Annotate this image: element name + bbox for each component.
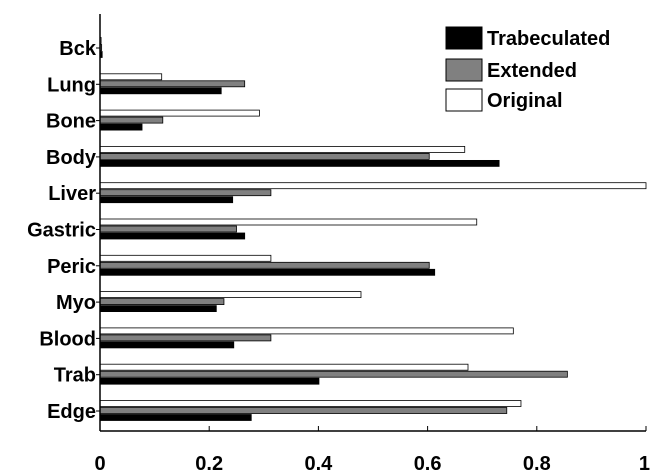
bar-extended-peric bbox=[99, 261, 430, 269]
bar-original-peric bbox=[99, 254, 272, 262]
bar-trabeculated-liver bbox=[99, 196, 234, 204]
x-tick-label-3: 0.6 bbox=[414, 453, 442, 475]
category-label-blood: Blood bbox=[39, 328, 96, 350]
category-label-bone: Bone bbox=[46, 111, 96, 133]
bar-original-myo bbox=[99, 291, 362, 299]
category-label-trab: Trab bbox=[54, 365, 96, 387]
category-label-lung: Lung bbox=[47, 74, 96, 96]
bar-extended-blood bbox=[99, 334, 272, 342]
legend-swatch-extended bbox=[445, 58, 483, 82]
bar-original-liver bbox=[99, 182, 647, 190]
legend-swatch-trabeculated bbox=[445, 26, 483, 50]
x-tick-label-4: 0.8 bbox=[523, 453, 551, 475]
legend-label-trabeculated: Trabeculated bbox=[487, 28, 610, 50]
legend-swatch-original bbox=[445, 88, 483, 112]
category-label-body: Body bbox=[46, 147, 97, 169]
category-label-myo: Myo bbox=[56, 292, 96, 314]
legend-label-original: Original bbox=[487, 90, 563, 112]
bar-original-body bbox=[99, 145, 466, 153]
bar-trabeculated-edge bbox=[99, 414, 252, 421]
x-tick-label-2: 0.4 bbox=[304, 453, 333, 475]
bar-trabeculated-peric bbox=[99, 268, 436, 276]
bar-extended-trab bbox=[99, 370, 568, 378]
x-tick-label-1: 0.2 bbox=[195, 453, 223, 475]
bar-original-bone bbox=[99, 109, 260, 117]
bar-extended-liver bbox=[99, 189, 272, 197]
category-label-gastric: Gastric bbox=[27, 220, 96, 242]
bar-original-gastric bbox=[99, 218, 478, 226]
bar-original-blood bbox=[99, 327, 514, 335]
bar-extended-gastric bbox=[99, 225, 237, 233]
category-label-liver: Liver bbox=[48, 183, 96, 205]
bar-extended-bone bbox=[99, 116, 164, 124]
bar-extended-lung bbox=[99, 80, 246, 88]
category-label-peric: Peric bbox=[47, 256, 96, 278]
bar-original-trab bbox=[99, 363, 469, 371]
bar-trabeculated-gastric bbox=[99, 232, 246, 240]
bar-trabeculated-lung bbox=[99, 87, 222, 95]
bar-extended-edge bbox=[99, 407, 508, 414]
bar-trabeculated-blood bbox=[99, 341, 235, 349]
category-label-edge: Edge bbox=[47, 401, 96, 423]
bar-extended-myo bbox=[99, 298, 225, 306]
bar-extended-body bbox=[99, 152, 430, 160]
legend-label-extended: Extended bbox=[487, 60, 577, 82]
bar-original-lung bbox=[99, 73, 163, 81]
x-tick-label-5: 1 bbox=[639, 453, 650, 475]
bar-trabeculated-myo bbox=[99, 305, 217, 313]
bar-original-edge bbox=[99, 400, 522, 407]
x-tick-label-0: 0 bbox=[94, 453, 105, 475]
category-label-bck: Bck bbox=[59, 38, 97, 60]
bar-trabeculated-body bbox=[99, 159, 500, 167]
bar-trabeculated-bone bbox=[99, 123, 143, 131]
bar-trabeculated-trab bbox=[99, 377, 320, 385]
